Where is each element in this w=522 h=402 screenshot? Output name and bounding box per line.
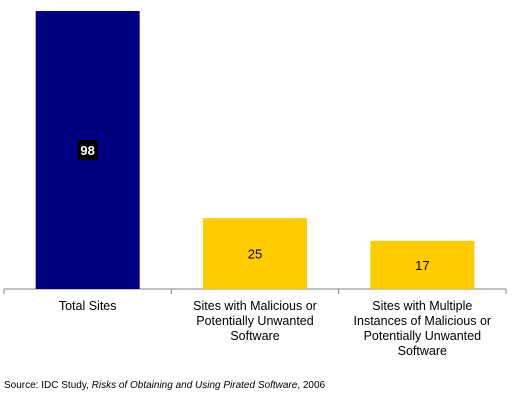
category-label-line: Sites with Multiple	[372, 299, 473, 313]
category-label-3: Sites with Multiple Instances of Maliciou…	[341, 299, 504, 359]
data-label-background	[77, 140, 98, 160]
source-title: Risks of Obtaining and Using Pirated Sof…	[91, 380, 298, 391]
data-label-2: 25	[248, 247, 262, 262]
bar-3	[370, 240, 475, 289]
category-label-line: Potentially Unwanted	[363, 329, 482, 343]
bar-2	[203, 218, 307, 289]
category-label-line: Sites with Malicious or	[193, 299, 317, 313]
category-label-line: Potentially Unwanted	[196, 314, 314, 328]
source-prefix: Source: IDC Study,	[4, 380, 92, 391]
category-label-line: Software	[230, 329, 280, 343]
category-label-2: Sites with Malicious or Potentially Unwan…	[173, 299, 336, 344]
data-label-3: 17	[415, 258, 429, 273]
category-label-1: Total Sites	[6, 299, 169, 314]
source-suffix: , 2006	[297, 380, 326, 391]
category-label-line: Total Sites	[58, 299, 117, 313]
category-label-line: Software	[397, 344, 447, 358]
source-note: Source: IDC Study, Risks of Obtaining an…	[4, 380, 325, 391]
category-label-line: Instances of Malicious or	[353, 314, 492, 328]
data-label-1: 98	[80, 143, 94, 158]
